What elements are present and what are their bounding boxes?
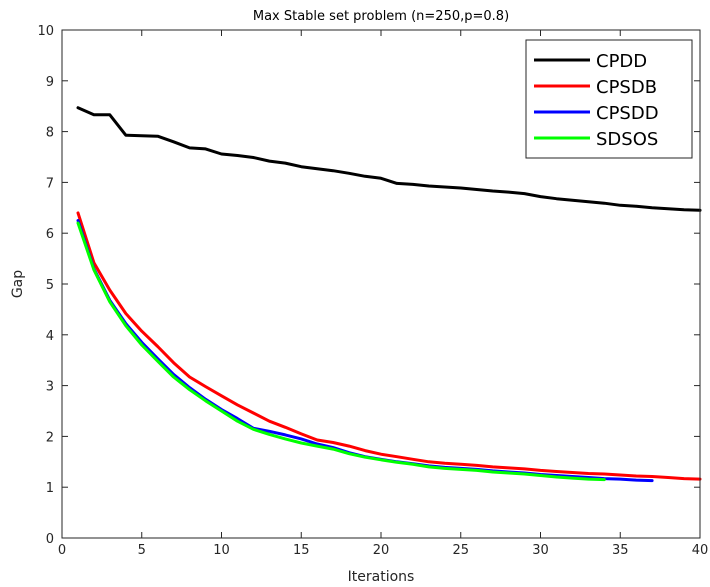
x-tick-label: 40 xyxy=(692,543,709,558)
y-tick-label: 5 xyxy=(46,278,54,293)
y-tick-label: 8 xyxy=(46,126,54,141)
y-tick-label: 7 xyxy=(46,176,54,191)
x-tick-label: 20 xyxy=(373,543,390,558)
legend-label-cpsdb: CPSDB xyxy=(596,77,657,98)
y-tick-label: 10 xyxy=(37,24,54,39)
x-tick-label: 10 xyxy=(213,543,230,558)
x-tick-label: 0 xyxy=(58,543,66,558)
y-tick-label: 4 xyxy=(46,329,54,344)
series-line-sdsos xyxy=(76,221,606,482)
series-line-cpdd xyxy=(76,106,702,212)
y-tick-label: 3 xyxy=(46,380,54,395)
y-tick-label: 0 xyxy=(46,532,54,547)
series-layer xyxy=(76,106,702,483)
legend-label-sdsos: SDSOS xyxy=(596,129,658,150)
ticks-layer: 0 5 10 15 20 25 30 35 40 0 1 2 3 4 5 6 7 8 9 10 xyxy=(37,24,708,558)
series-line-cpsdb xyxy=(76,211,702,481)
x-tick-label: 25 xyxy=(452,543,469,558)
x-tick-label: 5 xyxy=(138,543,146,558)
legend-label-cpdd: CPDD xyxy=(596,51,647,72)
legend-label-cpsdd: CPSDD xyxy=(596,103,659,124)
x-tick-label: 35 xyxy=(612,543,629,558)
x-tick-label: 15 xyxy=(293,543,310,558)
y-tick-label: 6 xyxy=(46,227,54,242)
chart-title: Max Stable set problem (n=250,p=0.8) xyxy=(253,9,509,24)
y-axis-label: Gap xyxy=(10,270,26,298)
legend: CPDD CPSDB CPSDD SDSOS xyxy=(525,39,693,159)
x-tick-label: 30 xyxy=(532,543,549,558)
y-tick-label: 1 xyxy=(46,481,54,496)
x-axis-label: Iterations xyxy=(348,569,415,585)
y-tick-label: 9 xyxy=(46,75,54,90)
y-tick-label: 2 xyxy=(46,430,54,445)
